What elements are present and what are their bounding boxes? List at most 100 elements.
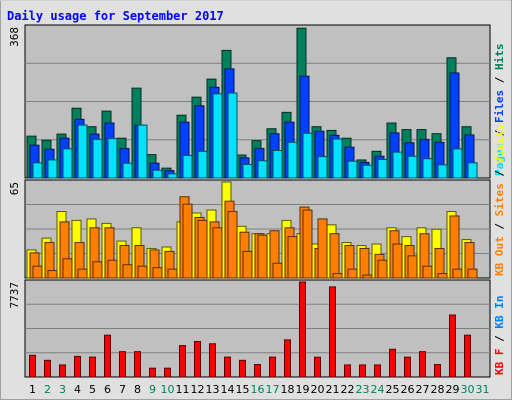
bar-pages-day-26 <box>407 155 418 179</box>
bar-kb-out-day-7 <box>122 264 133 279</box>
bar-pages-day-27 <box>422 158 433 179</box>
x-tick-day-12: 12 <box>191 383 205 396</box>
bar-kb-f-day-7 <box>119 351 126 378</box>
bar-kb-f-day-6 <box>104 334 111 378</box>
x-tick-day-20: 20 <box>311 383 325 396</box>
bar-kb-out-day-21 <box>332 273 343 279</box>
legend-separator: / <box>493 123 506 143</box>
x-tick-day-9: 9 <box>149 383 156 396</box>
bar-kb-out-day-1 <box>32 265 43 279</box>
y-max-label-hits-files-pages: 368 <box>8 27 21 47</box>
bar-kb-out-day-4 <box>77 268 88 279</box>
bar-pages-day-6 <box>107 138 118 179</box>
bar-kb-f-day-23 <box>359 364 366 378</box>
bar-kb-out-day-24 <box>377 259 388 279</box>
legend-hits: Hits <box>493 44 506 71</box>
bar-kb-out-day-25 <box>392 243 403 279</box>
bar-pages-day-2 <box>47 159 58 179</box>
x-tick-day-24: 24 <box>371 383 385 396</box>
bar-kb-f-day-11 <box>179 345 186 378</box>
bar-kb-f-day-22 <box>344 364 351 378</box>
x-tick-day-15: 15 <box>236 383 250 396</box>
x-tick-day-19: 19 <box>296 383 310 396</box>
bar-kb-f-day-3 <box>59 364 66 378</box>
x-tick-day-22: 22 <box>341 383 355 396</box>
bar-kb-out-day-18 <box>287 236 298 279</box>
bar-kb-f-day-4 <box>74 355 81 378</box>
bar-kb-f-day-17 <box>269 356 276 378</box>
bar-kb-f-day-9 <box>149 367 156 378</box>
x-tick-day-5: 5 <box>89 383 96 396</box>
legend-sites: Sites <box>493 183 506 216</box>
bar-kb-out-day-13 <box>212 227 223 279</box>
x-tick-day-11: 11 <box>176 383 190 396</box>
x-tick-day-21: 21 <box>326 383 340 396</box>
bar-kb-f-day-2 <box>44 359 51 378</box>
bar-pages-day-18 <box>287 141 298 179</box>
x-tick-day-7: 7 <box>119 383 126 396</box>
x-tick-day-1: 1 <box>29 383 36 396</box>
bar-sites-day-21 <box>329 233 340 279</box>
x-tick-day-18: 18 <box>281 383 295 396</box>
bar-pages-day-30 <box>467 162 478 179</box>
bar-kb-out-day-2 <box>47 270 58 279</box>
bar-kb-out-day-23 <box>362 274 373 279</box>
x-tick-day-2: 2 <box>44 383 51 396</box>
bar-kb-f-day-27 <box>419 351 426 378</box>
bar-kb-f-day-1 <box>29 354 36 378</box>
x-tick-day-27: 27 <box>416 383 430 396</box>
legend-separator: / <box>493 163 506 183</box>
legend-visits-sites-kbout: KB Out / Sites / Visits <box>493 124 506 276</box>
x-tick-day-13: 13 <box>206 383 220 396</box>
x-tick-day-6: 6 <box>104 383 111 396</box>
bar-pages-day-24 <box>377 159 388 179</box>
legend-files: Files <box>493 90 506 123</box>
bar-pages-day-3 <box>62 148 73 179</box>
bar-pages-day-9 <box>152 169 163 179</box>
bar-pages-day-13 <box>212 93 223 179</box>
x-tick-day-14: 14 <box>221 383 235 396</box>
bar-kb-f-day-21 <box>329 286 336 378</box>
legend-kb-in: KB In <box>493 296 506 329</box>
x-tick-day-17: 17 <box>266 383 280 396</box>
legend-hits-files-pages: Pages / Files / Hits <box>493 44 506 177</box>
bar-kb-f-day-20 <box>314 356 321 378</box>
bar-kb-out-day-29 <box>452 268 463 279</box>
bar-kb-f-day-26 <box>404 356 411 378</box>
x-tick-day-29: 29 <box>446 383 460 396</box>
bar-kb-out-day-5 <box>92 261 103 279</box>
bar-kb-out-day-8 <box>137 265 148 279</box>
bar-pages-day-17 <box>272 150 283 179</box>
bar-pages-day-8 <box>137 124 148 179</box>
bar-pages-day-12 <box>197 150 208 179</box>
x-tick-day-16: 16 <box>251 383 265 396</box>
bar-pages-day-7 <box>122 162 133 179</box>
legend-separator: / <box>493 216 506 236</box>
bar-pages-day-22 <box>347 160 358 179</box>
bar-pages-day-29 <box>452 148 463 179</box>
x-tick-day-23: 23 <box>356 383 370 396</box>
bar-kb-out-day-11 <box>182 203 193 279</box>
legend-separator: / <box>493 70 506 90</box>
bar-kb-out-day-22 <box>347 268 358 279</box>
bar-kb-out-day-15 <box>242 250 253 279</box>
bar-kb-f-day-28 <box>434 364 441 378</box>
x-tick-day-8: 8 <box>134 383 141 396</box>
bar-kb-out-day-9 <box>152 267 163 279</box>
bar-pages-day-4 <box>77 124 88 179</box>
bar-kb-out-day-19 <box>302 209 313 279</box>
y-max-label-visits-sites-kbout: 65 <box>8 182 21 195</box>
bar-kb-out-day-12 <box>197 219 208 279</box>
x-tick-day-10: 10 <box>161 383 175 396</box>
bar-pages-day-28 <box>437 164 448 179</box>
bar-pages-day-10 <box>167 173 178 179</box>
bar-kb-out-day-28 <box>437 273 448 279</box>
legend-kbf-kbin: KB F / KB In <box>493 296 506 376</box>
bar-pages-day-16 <box>257 160 268 179</box>
bar-kb-out-day-27 <box>422 265 433 279</box>
bar-pages-day-20 <box>317 156 328 179</box>
bar-pages-day-14 <box>227 92 238 179</box>
legend-kb-out: KB Out <box>493 236 506 276</box>
